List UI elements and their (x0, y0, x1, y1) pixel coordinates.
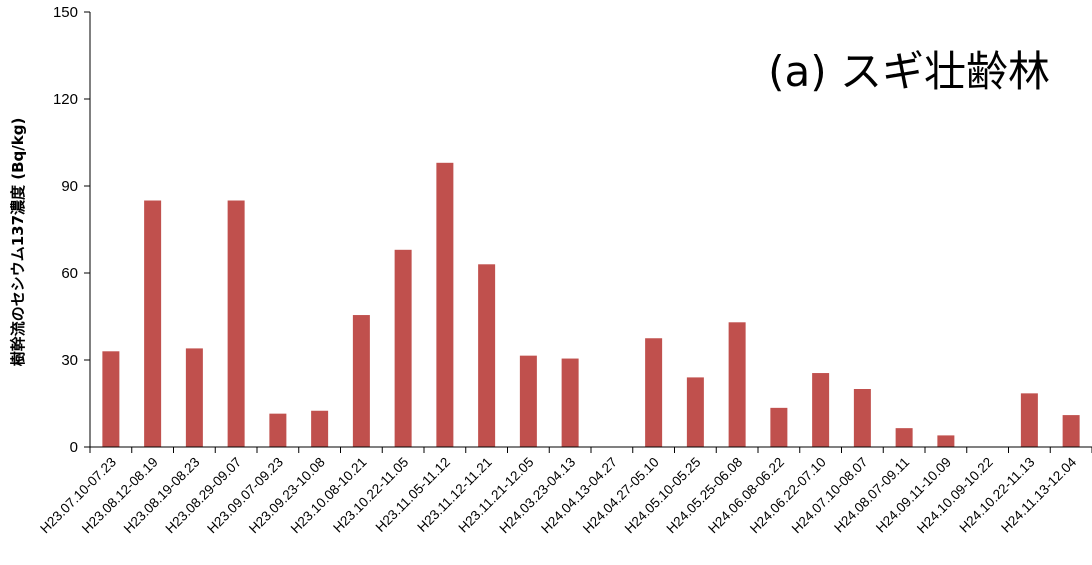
x-category-label: H23.11.12-11.21 (414, 455, 494, 535)
y-axis-label: 樹幹流のセシウム137濃度 (Bq/kg) (9, 118, 27, 367)
y-tick-label: 150 (53, 4, 78, 21)
x-category-label: H23.11.21-12.05 (455, 455, 536, 536)
x-category-label: H24.08.07-09.11 (831, 455, 912, 536)
x-category-label: H24.04.13-04.27 (538, 455, 620, 537)
bar-11 (519, 355, 537, 447)
x-category-label: H24.09.11-10.09 (873, 455, 954, 536)
x-category-label: H24.11.13-12.04 (998, 454, 1079, 535)
bar-6 (311, 410, 329, 447)
x-category-label: H23.09.23-10.08 (246, 455, 328, 537)
x-category-label: H24.10.09-10.22 (914, 455, 996, 537)
y-ticks-group: 0 30 60 90 120 150 (53, 4, 90, 456)
bar-1 (102, 351, 120, 447)
x-category-label: H24.06.22-07.10 (747, 455, 829, 537)
bar-21 (937, 435, 955, 447)
x-category-label: H24.07.10-08.07 (789, 455, 871, 537)
bar-4 (227, 200, 245, 447)
bar-3 (185, 348, 203, 447)
bar-9 (436, 162, 454, 448)
bar-14 (645, 338, 663, 447)
chart-title: (a) スギ壮齢林 (768, 47, 1050, 96)
bar-12 (561, 358, 579, 447)
y-tick-label: 60 (61, 265, 78, 282)
x-category-label: H23.10.08-10.21 (288, 455, 370, 537)
bar-17 (770, 407, 788, 447)
x-category-label: H23.09.07-09.23 (204, 455, 286, 537)
x-category-label: H24.06.08-06.22 (705, 455, 787, 537)
x-category-label: H23.08.12-08.19 (79, 455, 161, 537)
y-tick-label: 0 (70, 439, 78, 456)
x-category-label: H23.10.22-11.05 (330, 455, 411, 536)
bar-23 (1020, 393, 1038, 447)
x-category-label: H24.03.23-04.13 (497, 455, 579, 537)
bar-20 (895, 428, 913, 447)
bar-18 (812, 373, 830, 447)
bar-7 (352, 315, 370, 447)
bar-19 (853, 389, 871, 447)
x-category-label: H23.07.10-07.23 (37, 455, 119, 537)
x-category-label: H24.10.22-11.13 (956, 455, 1037, 536)
x-category-label: H24.05.10-05.25 (622, 455, 704, 537)
bar-10 (478, 264, 496, 447)
bar-2 (144, 200, 162, 447)
bar-8 (394, 249, 412, 447)
x-category-label: H24.04.27-05.10 (580, 455, 662, 537)
x-category-label: H23.11.05-11.12 (373, 455, 453, 535)
x-category-label: H23.08.19-08.23 (121, 455, 203, 537)
y-tick-label: 30 (61, 352, 78, 369)
y-tick-label: 120 (53, 91, 78, 108)
bars-group (102, 162, 1080, 448)
bar-5 (269, 413, 287, 447)
x-ticks-group: H23.07.10-07.23H23.08.12-08.19H23.08.19-… (37, 447, 1092, 536)
x-category-label: H24.05.25-06.08 (664, 455, 746, 537)
y-tick-label: 90 (61, 178, 78, 195)
bar-16 (728, 322, 746, 447)
x-category-label: H23.08.29-09.07 (163, 455, 245, 537)
bar-15 (686, 377, 704, 447)
bar-24 (1062, 415, 1080, 447)
